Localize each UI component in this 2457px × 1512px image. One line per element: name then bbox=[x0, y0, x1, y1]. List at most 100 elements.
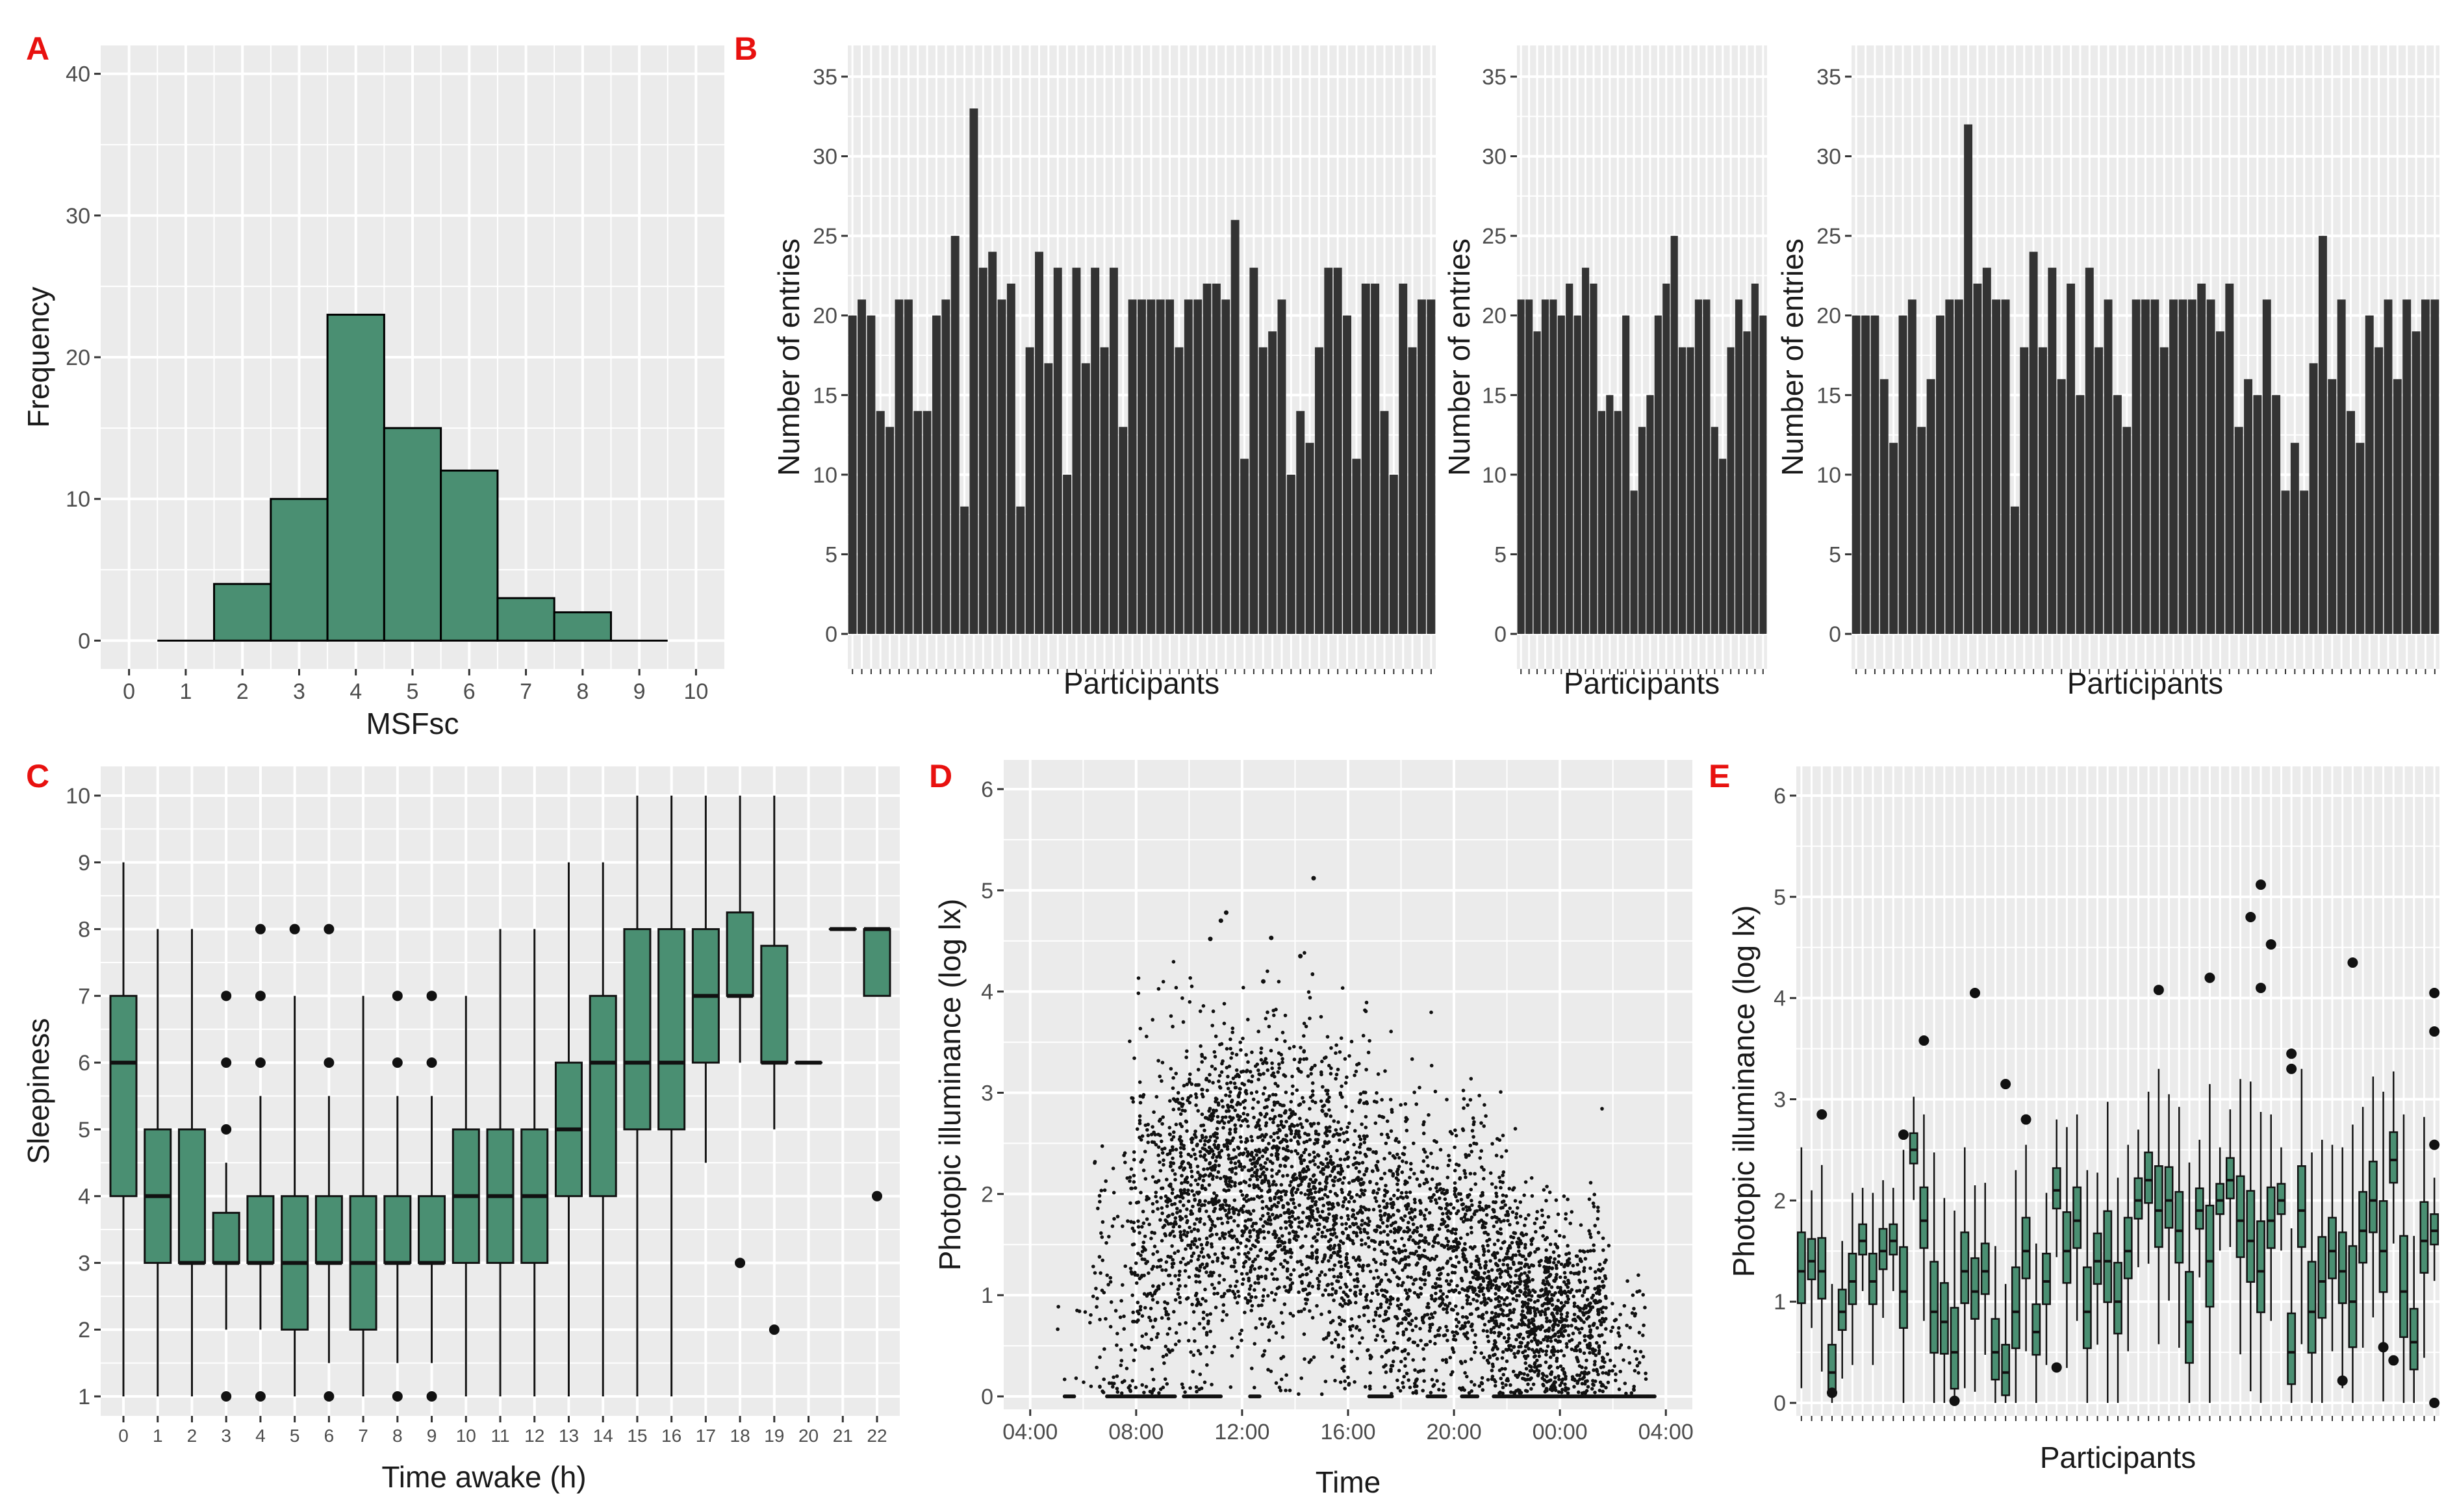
scatter-point bbox=[1381, 1221, 1385, 1225]
scatter-point bbox=[1443, 1197, 1447, 1202]
scatter-point bbox=[1132, 1174, 1136, 1178]
panel-b3-y-axis-title: Number of entries bbox=[1776, 238, 1809, 476]
scatter-point bbox=[1182, 1146, 1186, 1151]
scatter-point bbox=[1493, 1321, 1497, 1325]
scatter-point bbox=[1178, 1135, 1182, 1139]
panel-c-y-axis-title: Sleepiness bbox=[21, 1018, 55, 1164]
scatter-point bbox=[1351, 1255, 1356, 1260]
scatter-point bbox=[1250, 1166, 1254, 1171]
scatter-point bbox=[1190, 1302, 1194, 1307]
scatter-point bbox=[1540, 1304, 1544, 1308]
scatter-point bbox=[1178, 1260, 1183, 1265]
scatter-point bbox=[1303, 951, 1306, 955]
scatter-point bbox=[1464, 1334, 1468, 1339]
scatter-point bbox=[1325, 1133, 1329, 1138]
scatter-point bbox=[1246, 1124, 1250, 1128]
scatter-point bbox=[1362, 1229, 1367, 1233]
scatter-point bbox=[1358, 1210, 1362, 1214]
scatter-point bbox=[1253, 1342, 1256, 1346]
scatter-point bbox=[1295, 1260, 1300, 1264]
scatter-point bbox=[1280, 1031, 1285, 1035]
scatter-point bbox=[1371, 1150, 1375, 1154]
scatter-point bbox=[1207, 1215, 1211, 1218]
scatter-point bbox=[1545, 1374, 1549, 1378]
scatter-point bbox=[1322, 1217, 1326, 1222]
scatter-point bbox=[1205, 1241, 1210, 1245]
scatter-point bbox=[1171, 1224, 1176, 1229]
scatter-point bbox=[1293, 1177, 1298, 1181]
scatter-point bbox=[1533, 1300, 1537, 1304]
scatter-point bbox=[1255, 1229, 1260, 1233]
scatter-point bbox=[1441, 1358, 1445, 1362]
scatter-point bbox=[1118, 1315, 1123, 1319]
scatter-point bbox=[1395, 1275, 1399, 1279]
scatter-point bbox=[1418, 1209, 1423, 1213]
scatter-point bbox=[1258, 1174, 1262, 1179]
scatter-point bbox=[1291, 1229, 1295, 1233]
scatter-point bbox=[1181, 1257, 1185, 1261]
y-tick-label: 25 bbox=[813, 224, 837, 249]
scatter-point bbox=[1409, 1167, 1413, 1172]
panel-a-y-axis-title: Frequency bbox=[21, 286, 55, 427]
scatter-point bbox=[1550, 1303, 1555, 1307]
scatter-point bbox=[1506, 1339, 1510, 1344]
scatter-point bbox=[1373, 1121, 1378, 1126]
scatter-point bbox=[1523, 1242, 1527, 1247]
scatter-point bbox=[1160, 1316, 1164, 1320]
entries-bar bbox=[2234, 427, 2243, 634]
scatter-point bbox=[1364, 1126, 1368, 1129]
scatter-point bbox=[1282, 1259, 1287, 1263]
scatter-point bbox=[1151, 1284, 1155, 1288]
scatter-point bbox=[1384, 1191, 1389, 1194]
scatter-point bbox=[1475, 1254, 1479, 1259]
scatter-point bbox=[1513, 1127, 1518, 1131]
x-tick-label: 5 bbox=[290, 1426, 300, 1446]
scatter-point bbox=[1173, 1178, 1177, 1182]
scatter-point bbox=[1481, 1329, 1486, 1333]
scatter-point bbox=[1527, 1364, 1532, 1368]
scatter-point bbox=[1463, 1242, 1467, 1246]
scatter-point bbox=[1314, 1203, 1318, 1207]
scatter-point bbox=[1338, 1246, 1342, 1250]
histogram-bar bbox=[213, 583, 272, 642]
scatter-point bbox=[1240, 1193, 1245, 1197]
scatter-point bbox=[1292, 1268, 1296, 1272]
scatter-point bbox=[1275, 1037, 1279, 1042]
scatter-point bbox=[1273, 1203, 1277, 1207]
panel-b3-bars bbox=[1852, 124, 2439, 635]
scatter-point bbox=[1247, 1209, 1251, 1213]
scatter-point bbox=[1273, 1081, 1277, 1086]
scatter-point bbox=[1423, 1342, 1428, 1347]
scatter-point bbox=[1180, 1181, 1184, 1185]
scatter-point bbox=[1367, 1207, 1371, 1212]
scatter-point bbox=[1357, 1170, 1362, 1174]
scatter-point bbox=[1289, 1179, 1293, 1184]
scatter-point bbox=[1288, 1108, 1292, 1112]
scatter-point bbox=[1530, 1194, 1534, 1198]
scatter-point bbox=[1319, 1099, 1323, 1103]
scatter-point bbox=[1497, 1368, 1502, 1372]
scatter-point bbox=[1203, 1380, 1207, 1385]
scatter-point bbox=[1310, 1244, 1314, 1248]
outlier-point bbox=[255, 924, 266, 935]
scatter-point bbox=[1234, 1166, 1238, 1170]
scatter-point bbox=[1418, 1085, 1421, 1090]
scatter-point bbox=[1241, 1111, 1245, 1116]
scatter-point bbox=[1310, 1316, 1315, 1320]
scatter-point bbox=[1341, 1357, 1345, 1362]
scatter-point bbox=[1557, 1254, 1561, 1258]
entries-bar bbox=[1630, 490, 1638, 634]
scatter-point bbox=[1340, 986, 1345, 990]
entries-bar bbox=[1735, 299, 1743, 634]
scatter-point bbox=[1410, 1318, 1414, 1323]
scatter-point bbox=[1321, 1144, 1325, 1149]
scatter-point bbox=[1226, 1289, 1230, 1293]
scatter-point bbox=[1136, 976, 1141, 980]
scatter-point bbox=[1250, 1367, 1254, 1370]
x-tick-label: 4 bbox=[255, 1426, 266, 1446]
scatter-point bbox=[1547, 1283, 1551, 1287]
scatter-point bbox=[1249, 1212, 1253, 1216]
entries-bar bbox=[1044, 363, 1053, 634]
scatter-point bbox=[1451, 1249, 1455, 1253]
scatter-point bbox=[1318, 1273, 1322, 1278]
